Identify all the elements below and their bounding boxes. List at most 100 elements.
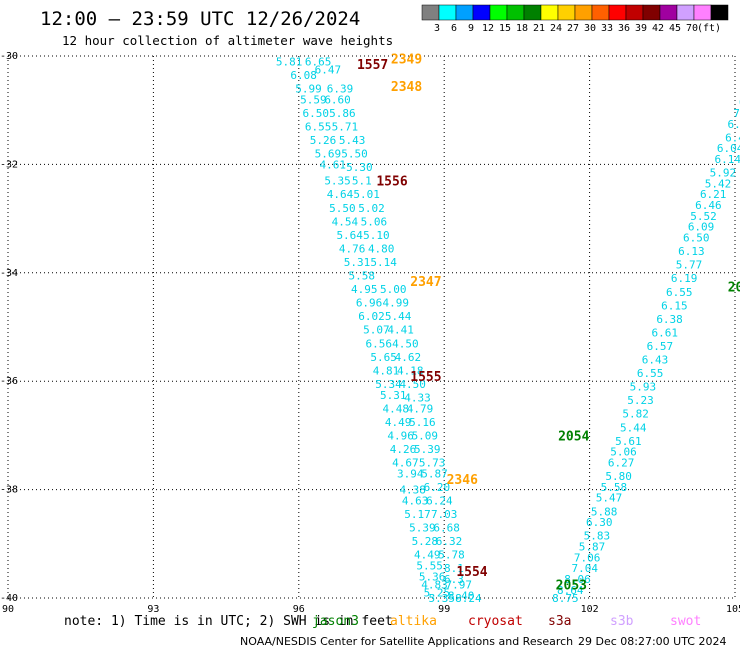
wave-height-point: 5.42 bbox=[705, 177, 732, 190]
colorbar-label: 36 bbox=[618, 23, 630, 34]
x-tick-label: 99 bbox=[438, 604, 450, 615]
wave-height-point: 5.14 bbox=[370, 256, 397, 269]
wave-height-point: 4.63 bbox=[402, 494, 429, 507]
colorbar-swatch bbox=[523, 4, 542, 21]
colorbar-label: 9 bbox=[468, 23, 474, 34]
y-tick-label: -30 bbox=[0, 51, 18, 62]
wave-height-point: 5.1 bbox=[352, 175, 372, 188]
wave-height-point: 3.94 bbox=[397, 467, 424, 480]
wave-height-point: 4.33 bbox=[404, 391, 431, 404]
wave-height-point: 5.83 bbox=[584, 530, 611, 543]
wave-height-point: 5.17 bbox=[404, 508, 431, 521]
wave-height-point: 5.87 bbox=[579, 541, 606, 554]
wave-height-point: 5.47 bbox=[596, 492, 623, 505]
colorbar-swatch bbox=[608, 4, 627, 21]
satellite-legend-swot: swot bbox=[670, 614, 701, 629]
satellite-legend-cryosat: cryosat bbox=[468, 614, 523, 629]
wave-height-point: 7.97 bbox=[445, 578, 472, 591]
colorbar-swatch bbox=[506, 4, 525, 21]
satellite-legend-s3a: s3a bbox=[548, 614, 571, 629]
wave-height-point: 5.16 bbox=[409, 416, 436, 429]
wave-height-point: 5.64 bbox=[336, 229, 363, 242]
wave-height-point: 5.78 bbox=[438, 549, 465, 562]
x-tick-label: 102 bbox=[581, 604, 599, 615]
wave-height-point: 4.54 bbox=[332, 215, 359, 228]
wave-height-point: 5.92 bbox=[710, 167, 737, 180]
wave-height-point: 6.56 bbox=[366, 337, 393, 350]
wave-height-point: 4.79 bbox=[407, 402, 434, 415]
pass-time-label: 1557 bbox=[357, 58, 388, 73]
wave-height-point: 4.41 bbox=[387, 324, 414, 337]
satellite-legend-jason3: jason3 bbox=[312, 614, 359, 629]
wave-height-point: 7.04 bbox=[572, 562, 599, 575]
wave-height-point: 4.50 bbox=[392, 337, 419, 350]
wave-height-point: 5.55 bbox=[416, 559, 443, 572]
note-text: note: 1) Time is in UTC; 2) SWH is in fe… bbox=[64, 614, 393, 629]
colorbar-swatch bbox=[540, 4, 559, 21]
x-tick-label: 93 bbox=[147, 604, 159, 615]
wave-height-point: 5.23 bbox=[627, 394, 654, 407]
wave-height-point: 5.88 bbox=[591, 505, 618, 518]
wave-height-point: 4.67 bbox=[392, 457, 419, 470]
wave-height-point: 5.43 bbox=[339, 134, 366, 147]
colorbar-label: (ft) bbox=[697, 23, 721, 34]
wave-height-point: 5.00 bbox=[380, 283, 407, 296]
pass-time-label: 2054 bbox=[558, 429, 589, 444]
colorbar-label: 3 bbox=[434, 23, 440, 34]
satellite-legend-s3b: s3b bbox=[610, 614, 634, 629]
wave-height-point: 5.02 bbox=[358, 202, 385, 215]
wave-height-point: 6.38 bbox=[656, 313, 683, 326]
colorbar-swatch bbox=[659, 4, 678, 21]
y-tick-label: -32 bbox=[0, 159, 18, 170]
colorbar-swatch bbox=[574, 4, 593, 21]
footer-credit: NOAA/NESDIS Center for Satellite Applica… bbox=[240, 635, 573, 648]
wave-height-point: 6.3 bbox=[444, 573, 464, 586]
pass-time-label: 2349 bbox=[391, 53, 422, 68]
satellite-legend: jason3 altika cryosat s3a s3b swot bbox=[312, 614, 701, 629]
wave-height-point: 6.15 bbox=[661, 299, 688, 312]
wave-height-point: 5.34 bbox=[375, 378, 402, 391]
wave-height-point: 4.50 bbox=[399, 378, 426, 391]
colorbar-label: 12 bbox=[482, 23, 494, 34]
pass-time-label: 2348 bbox=[391, 80, 422, 95]
wave-height-point: 5.65 bbox=[370, 351, 397, 364]
colorbar-label: 6 bbox=[451, 23, 457, 34]
wave-height-point: 6.19 bbox=[671, 272, 698, 285]
colorbar-swatch bbox=[489, 4, 508, 21]
wave-height-point: 4.38 bbox=[399, 484, 426, 497]
wave-height-point: 6.50 bbox=[683, 232, 710, 245]
colorbar-label: 18 bbox=[516, 23, 528, 34]
wave-height-point: 8.06 bbox=[564, 573, 591, 586]
wave-height-point: 5.07 bbox=[363, 324, 390, 337]
wave-height-point: 5.31 bbox=[344, 256, 371, 269]
wave-height-point: 5.77 bbox=[676, 259, 703, 272]
colorbar-label: 24 bbox=[550, 23, 562, 34]
pass-time-label: 1556 bbox=[376, 175, 407, 190]
wave-height-point: 7.03 bbox=[431, 508, 458, 521]
colorbar-swatch bbox=[591, 4, 610, 21]
wave-height-point: 6.24 bbox=[426, 494, 453, 507]
wave-height-point: 5.82 bbox=[622, 408, 649, 421]
colorbar-label: 39 bbox=[635, 23, 647, 34]
wave-height-point: 5.99 bbox=[295, 83, 322, 96]
wave-height-point: 5.61 bbox=[615, 435, 642, 448]
wave-height-point: 4.76 bbox=[339, 242, 366, 255]
x-tick-label: 105 bbox=[726, 604, 740, 615]
wave-height-point: 5.36 bbox=[419, 570, 446, 583]
pass-time-labels: 1557 2349 2348 1556 2347 1555 2346 1554 2054 2053… bbox=[357, 53, 740, 594]
wave-height-point: 4.49 bbox=[385, 416, 412, 429]
colorbar-swatch bbox=[472, 4, 491, 21]
wave-height-point: 5.80 bbox=[605, 470, 632, 483]
colorbar-swatch bbox=[455, 4, 474, 21]
wave-height-point: 5.50 bbox=[341, 148, 368, 161]
wave-height-point: 5.28 bbox=[412, 535, 439, 548]
wave-height-point: 5.58 bbox=[349, 270, 376, 283]
wave-height-point: 5.31 bbox=[380, 389, 407, 402]
wave-height-point: 6.96 bbox=[356, 297, 383, 310]
wave-height-point: 6.32 bbox=[436, 535, 463, 548]
wave-height-point: 6.43 bbox=[642, 354, 669, 367]
wave-height-point: 5.06 bbox=[361, 215, 388, 228]
y-tick-label: -34 bbox=[0, 268, 18, 279]
wave-height-point: 5.86 bbox=[329, 107, 356, 120]
colorbar-swatch bbox=[710, 4, 729, 21]
